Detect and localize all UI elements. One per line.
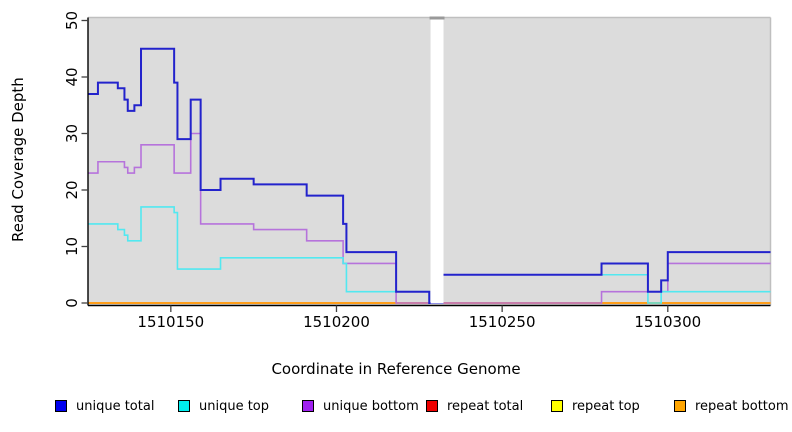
x-tick-label: 1510300 [634,313,701,331]
legend-swatch-icon [302,400,314,412]
legend-item: unique bottom [302,398,419,414]
plot-background [88,16,772,306]
legend-label: unique bottom [323,398,419,414]
legend-item: repeat top [551,398,640,414]
x-tick-label: 1510250 [469,313,536,331]
y-tick-label: 10 [63,237,81,256]
legend-swatch-icon [551,400,563,412]
y-tick-label: 30 [63,124,81,143]
y-tick-label: 20 [63,180,81,199]
x-tick-label: 1510200 [303,313,370,331]
y-axis-title: Read Coverage Depth [9,77,27,242]
chart-legend: unique total unique top unique bottom repea… [0,398,792,418]
legend-label: repeat bottom [695,398,789,414]
legend-label: unique total [76,398,155,414]
legend-item: repeat bottom [674,398,789,414]
y-tick-label: 50 [63,11,81,30]
series-unique-total [88,47,771,304]
legend-swatch-icon [55,400,67,412]
legend-item: unique top [178,398,269,414]
axes [81,17,771,312]
plot-area [88,17,771,306]
legend-swatch-icon [426,400,438,412]
legend-label: unique top [199,398,270,414]
legend-label: repeat top [572,398,640,414]
legend-item: repeat total [426,398,523,414]
legend-swatch-icon [178,400,190,412]
x-tick-label: 1510150 [137,313,204,331]
tick-labels: 0 10 20 30 40 50 1510150 1510200 1510250 1510300 [63,11,701,331]
legend-item: unique total [55,398,154,414]
y-tick-label: 0 [63,298,81,308]
legend-label: repeat total [447,398,524,414]
break-band [430,16,444,304]
axis-break [429,16,445,304]
legend-swatch-icon [674,400,686,412]
series-lines [88,47,771,304]
x-axis-title: Coordinate in Reference Genome [271,360,521,378]
y-tick-label: 40 [63,67,81,86]
